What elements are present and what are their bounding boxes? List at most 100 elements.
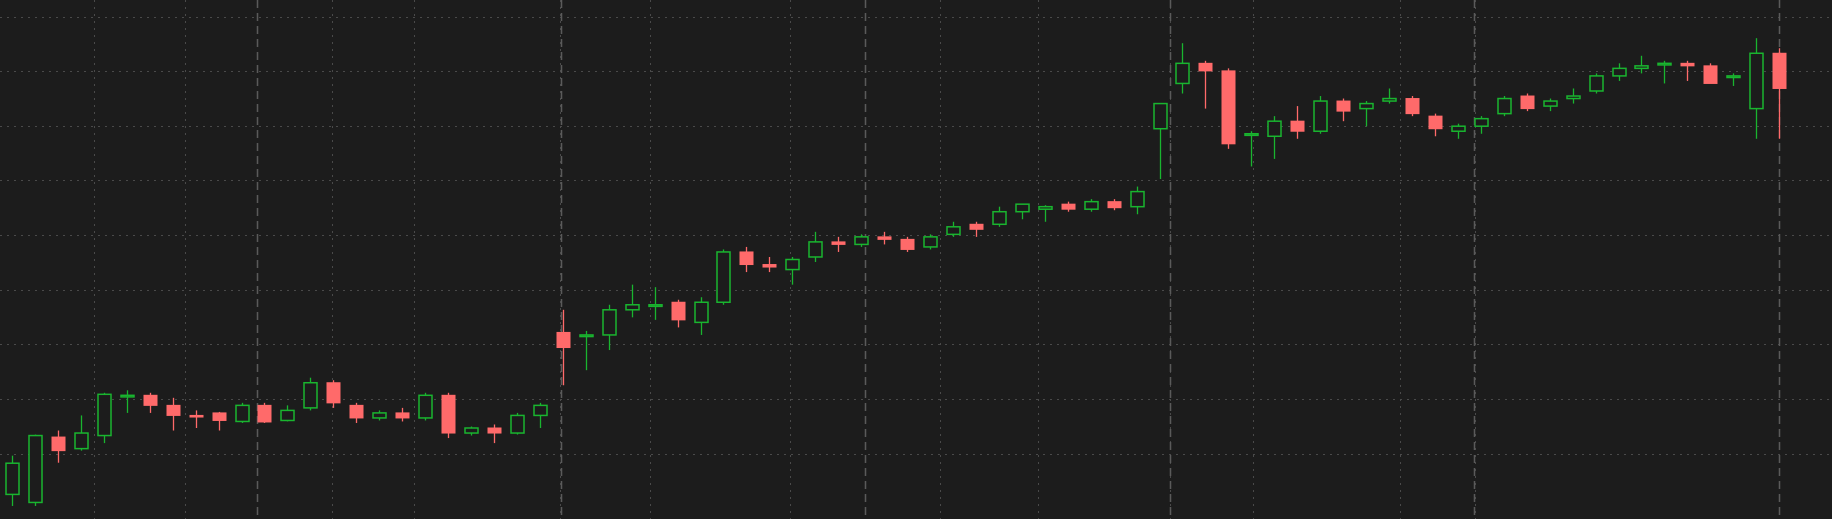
candle-up [648, 287, 663, 320]
candle-up [1130, 186, 1145, 215]
candle-body [1703, 65, 1718, 84]
candle-up [1359, 101, 1374, 127]
candle-up [235, 402, 250, 423]
candle-up [1015, 203, 1030, 220]
candle-body [280, 409, 295, 422]
candle-up [1497, 96, 1512, 117]
candle-down [326, 380, 341, 408]
candle-up [625, 284, 640, 318]
candle-body [1015, 203, 1030, 213]
candle-body [556, 331, 571, 349]
candle-body [694, 301, 709, 324]
candle-body [1634, 65, 1649, 70]
candle-body [1566, 95, 1581, 100]
candle-up [1382, 88, 1397, 104]
candle-body [854, 236, 869, 246]
candle-up [1313, 96, 1328, 134]
candle-down [831, 236, 846, 252]
candle-body [1749, 52, 1764, 110]
candle-down [143, 392, 158, 413]
candle-body [900, 238, 915, 250]
candle-body [1084, 200, 1099, 210]
candle-down [556, 309, 571, 386]
candle-up [1726, 73, 1741, 86]
candle-up [1612, 63, 1627, 81]
candle-up [464, 426, 479, 436]
candle-body [1267, 120, 1282, 138]
candle-body [1382, 97, 1397, 102]
candle-up [1038, 205, 1053, 222]
candle-body [946, 226, 961, 236]
candle-body [189, 414, 204, 418]
candle-body [1726, 75, 1741, 79]
candle-down [441, 392, 456, 439]
candle-body [1061, 203, 1076, 210]
candle-up [372, 410, 387, 421]
candle-up [923, 234, 938, 250]
candle-up [716, 249, 731, 305]
candle-down [1336, 98, 1351, 122]
candle-up [602, 304, 617, 351]
candle-down [51, 430, 66, 463]
candle-up [694, 297, 709, 335]
candle-down [1703, 63, 1718, 84]
candle-down [1107, 199, 1122, 211]
candle-body [74, 432, 89, 450]
candle-up [510, 412, 525, 435]
candle-body [1657, 62, 1672, 66]
candle-down [487, 424, 502, 444]
candle-body [303, 381, 318, 409]
candle-body [166, 404, 181, 416]
candle-up [1084, 199, 1099, 212]
candle-body [28, 434, 43, 504]
candle-body [1428, 115, 1443, 130]
candle-body [1680, 62, 1695, 67]
candle-down [1520, 93, 1535, 112]
candle-body [1130, 190, 1145, 208]
candle-down [1405, 96, 1420, 117]
candle-body [1313, 100, 1328, 132]
candle-body [877, 236, 892, 240]
candle-down [671, 299, 686, 328]
candle-up [74, 415, 89, 451]
candle-down [1198, 60, 1213, 109]
candle-body [1359, 102, 1374, 110]
candle-body [1107, 201, 1122, 209]
candle-body [648, 304, 663, 308]
candle-down [1772, 48, 1787, 139]
candle-body [212, 412, 227, 421]
candle-up [1267, 116, 1282, 159]
candle-down [1221, 68, 1236, 149]
candle-up [946, 221, 961, 237]
candle-up [1749, 38, 1764, 139]
candle-up [418, 392, 433, 421]
candle-body [5, 462, 20, 496]
candle-body [625, 304, 640, 311]
candles [5, 38, 1787, 506]
candle-body [510, 414, 525, 434]
candle-up [1153, 102, 1168, 180]
candle-body [785, 258, 800, 271]
session-separators [256, 0, 1781, 519]
candle-body [1772, 52, 1787, 89]
candle-body [1405, 98, 1420, 115]
candle-body [992, 210, 1007, 226]
candle-down [166, 397, 181, 431]
candle-up [1543, 98, 1558, 112]
candle-body [1153, 102, 1168, 130]
candle-up [1244, 131, 1259, 167]
candle-body [1497, 97, 1512, 115]
candle-body [1244, 133, 1259, 137]
candle-body [1520, 95, 1535, 110]
candle-body [579, 334, 594, 338]
candle-down [395, 407, 410, 422]
candle-body [1451, 125, 1466, 132]
candle-up [808, 231, 823, 263]
candle-body [716, 251, 731, 304]
candle-down [739, 246, 754, 273]
candle-body [739, 251, 754, 266]
candle-body [602, 309, 617, 336]
